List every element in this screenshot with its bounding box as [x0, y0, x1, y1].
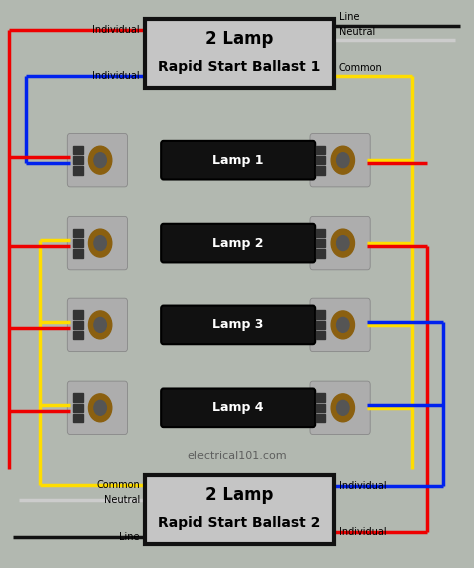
Circle shape [331, 394, 355, 422]
Text: Common: Common [339, 63, 383, 73]
Bar [73, 156, 82, 164]
Text: 2 Lamp: 2 Lamp [205, 486, 273, 504]
Circle shape [89, 146, 112, 174]
Bar [316, 311, 325, 319]
Text: Individual: Individual [339, 527, 386, 537]
Text: Lamp 3: Lamp 3 [212, 319, 264, 331]
Bar [73, 394, 82, 402]
Bar [73, 239, 82, 247]
Bar [316, 156, 325, 164]
FancyBboxPatch shape [161, 141, 315, 179]
Bar [73, 311, 82, 319]
FancyBboxPatch shape [67, 381, 128, 435]
Circle shape [337, 236, 349, 250]
Text: Line: Line [119, 532, 140, 542]
Circle shape [94, 153, 106, 168]
Circle shape [89, 229, 112, 257]
FancyBboxPatch shape [310, 133, 370, 187]
Bar [145, 475, 334, 544]
Circle shape [337, 318, 349, 332]
Bar [316, 321, 325, 329]
Bar [316, 166, 325, 174]
Circle shape [331, 311, 355, 339]
Circle shape [94, 236, 106, 250]
Text: Lamp 1: Lamp 1 [212, 154, 264, 166]
FancyBboxPatch shape [310, 381, 370, 435]
Bar [316, 229, 325, 237]
Circle shape [337, 400, 349, 415]
Bar [145, 19, 334, 88]
Text: electrical101.com: electrical101.com [187, 450, 287, 461]
Circle shape [89, 394, 112, 422]
FancyBboxPatch shape [161, 389, 315, 427]
Bar [316, 404, 325, 412]
Bar [316, 146, 325, 154]
FancyBboxPatch shape [67, 216, 128, 270]
Circle shape [89, 311, 112, 339]
Circle shape [331, 146, 355, 174]
Circle shape [94, 318, 106, 332]
FancyBboxPatch shape [310, 216, 370, 270]
Bar [316, 331, 325, 339]
Text: Individual: Individual [339, 481, 386, 491]
Text: Common: Common [96, 480, 140, 490]
Text: Rapid Start Ballast 1: Rapid Start Ballast 1 [158, 60, 320, 74]
Text: Individual: Individual [92, 70, 140, 81]
Text: Lamp 4: Lamp 4 [212, 402, 264, 414]
Circle shape [331, 229, 355, 257]
Bar [73, 321, 82, 329]
Text: Lamp 2: Lamp 2 [212, 237, 264, 249]
FancyBboxPatch shape [67, 298, 128, 352]
FancyBboxPatch shape [67, 133, 128, 187]
FancyBboxPatch shape [310, 298, 370, 352]
Text: Individual: Individual [92, 25, 140, 35]
Text: 2 Lamp: 2 Lamp [205, 30, 273, 48]
FancyBboxPatch shape [161, 306, 315, 344]
Bar [73, 249, 82, 257]
Bar [73, 331, 82, 339]
Text: Rapid Start Ballast 2: Rapid Start Ballast 2 [158, 516, 320, 530]
FancyBboxPatch shape [161, 224, 315, 262]
Circle shape [337, 153, 349, 168]
Bar [316, 414, 325, 422]
Bar [73, 229, 82, 237]
Bar [73, 414, 82, 422]
Bar [316, 394, 325, 402]
Text: Neutral: Neutral [104, 495, 140, 505]
Bar [316, 239, 325, 247]
Bar [316, 249, 325, 257]
Bar [73, 404, 82, 412]
Text: Line: Line [339, 12, 359, 22]
Bar [73, 166, 82, 174]
Circle shape [94, 400, 106, 415]
Text: Neutral: Neutral [339, 27, 375, 37]
Bar [73, 146, 82, 154]
